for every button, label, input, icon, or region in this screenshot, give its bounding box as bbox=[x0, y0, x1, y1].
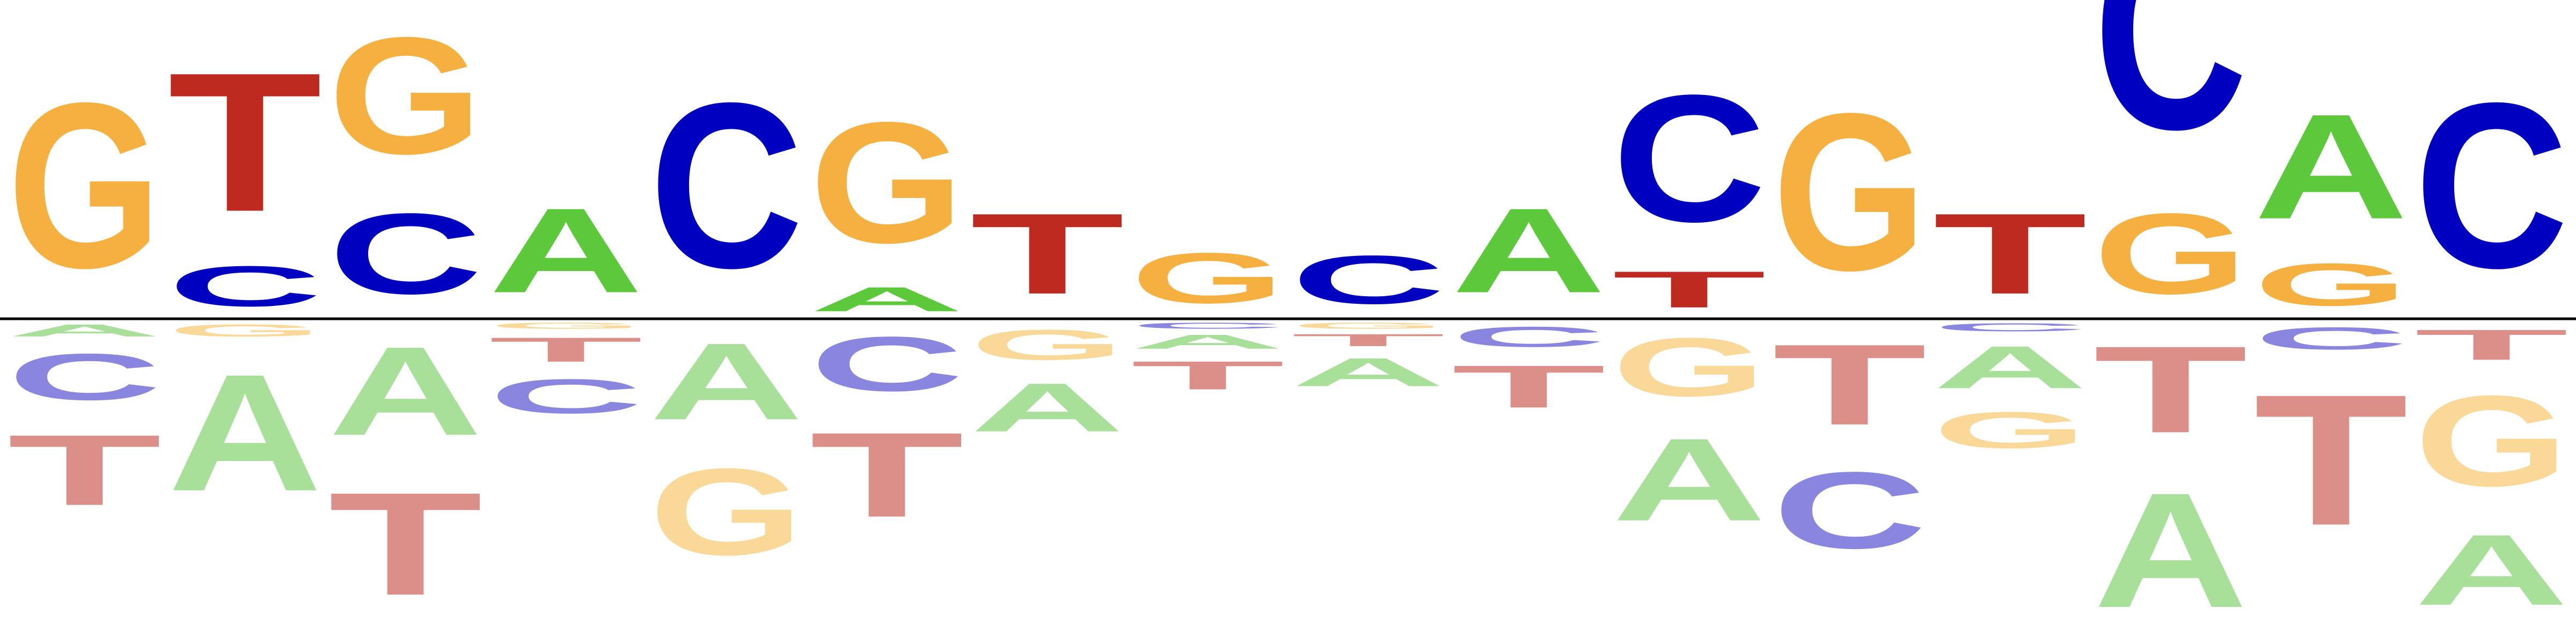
logo-letter-c-pos2-pos-0: C bbox=[168, 254, 322, 319]
logo-letter-a-pos7-neg-1: A bbox=[970, 369, 1124, 446]
logo-letter-t-pos4-neg-1: T bbox=[489, 331, 643, 369]
logo-letter-g-pos12-pos-0: G bbox=[1773, 67, 1927, 318]
logo-letter-c-pos15-neg-0: C bbox=[2254, 321, 2408, 356]
logo-letter-g-pos9-neg-0: G bbox=[1291, 321, 1445, 331]
logo-letter-a-pos6-pos-0: A bbox=[810, 280, 964, 319]
logo-letter-t-pos9-neg-1: T bbox=[1291, 331, 1445, 350]
logo-letter-g-pos8-pos-0: G bbox=[1131, 238, 1285, 318]
logo-letter-a-pos16-neg-2: A bbox=[2414, 514, 2568, 626]
logo-letter-t-pos15-neg-1: T bbox=[2254, 355, 2408, 564]
logo-letter-g-pos1-pos-0: G bbox=[8, 54, 162, 317]
logo-letter-c-pos11-pos-1: C bbox=[1612, 57, 1766, 260]
logo-letter-c-pos14-pos-1: C bbox=[2094, 0, 2248, 188]
logo-letter-g-pos11-neg-0: G bbox=[1612, 320, 1766, 413]
logo-letter-g-pos16-neg-1: G bbox=[2414, 369, 2568, 514]
logo-letter-c-pos16-pos-0: C bbox=[2414, 54, 2568, 317]
logo-letter-a-pos13-neg-1: A bbox=[1933, 334, 2087, 401]
logo-letter-t-pos1-neg-2: T bbox=[8, 414, 162, 526]
logo-letter-a-pos14-neg-1: A bbox=[2094, 459, 2248, 642]
logo-letter-g-pos3-pos-1: G bbox=[328, 3, 482, 189]
logo-letter-a-pos2-neg-1: A bbox=[168, 339, 322, 526]
logo-letter-g-pos7-neg-0: G bbox=[970, 320, 1124, 369]
logo-letter-t-pos12-neg-0: T bbox=[1773, 320, 1927, 449]
logo-letter-c-pos12-neg-1: C bbox=[1773, 449, 1927, 572]
logo-letter-g-pos5-neg-1: G bbox=[649, 443, 803, 581]
logo-letter-a-pos3-neg-0: A bbox=[328, 320, 482, 462]
logo-letter-t-pos13-pos-0: T bbox=[1933, 189, 2087, 318]
logo-letter-a-pos11-neg-1: A bbox=[1612, 414, 1766, 546]
logo-letter-a-pos15-pos-1: A bbox=[2254, 83, 2408, 250]
logo-letter-c-pos9-pos-0: C bbox=[1291, 241, 1445, 318]
logo-letter-t-pos3-neg-1: T bbox=[328, 462, 482, 626]
logo-letter-g-pos4-neg-0: G bbox=[489, 321, 643, 331]
logo-letter-t-pos14-neg-0: T bbox=[2094, 320, 2248, 458]
logo-letter-c-pos1-neg-1: C bbox=[8, 340, 162, 414]
logo-letter-c-pos4-neg-2: C bbox=[489, 369, 643, 424]
logo-letter-t-pos6-neg-1: T bbox=[810, 408, 964, 543]
logo-letter-c-pos13-neg-0: C bbox=[1933, 321, 2087, 334]
logo-letter-a-pos10-pos-0: A bbox=[1452, 184, 1606, 318]
logo-letter-t-pos7-pos-0: T bbox=[970, 189, 1124, 318]
logo-letter-g-pos15-pos-0: G bbox=[2254, 251, 2408, 318]
logo-letter-a-pos9-neg-2: A bbox=[1291, 350, 1445, 395]
logo-glyphs: GACTCTGACGATAGTCCAGAGCTTGAGCATCGTAACTTCG… bbox=[8, 0, 2568, 642]
logo-letter-a-pos1-neg-0: A bbox=[8, 321, 162, 340]
logo-letter-t-pos11-pos-0: T bbox=[1612, 260, 1766, 318]
logo-letter-c-pos6-neg-0: C bbox=[810, 321, 964, 408]
logo-letter-c-pos3-pos-0: C bbox=[328, 189, 482, 318]
logo-letter-t-pos8-neg-2: T bbox=[1131, 353, 1285, 398]
logo-letter-g-pos6-pos-1: G bbox=[810, 86, 964, 279]
logo-letter-c-pos10-neg-0: C bbox=[1452, 321, 1606, 353]
logo-letter-a-pos8-neg-1: A bbox=[1131, 331, 1285, 353]
logo-letter-t-pos2-pos-1: T bbox=[168, 31, 322, 253]
logo-letter-a-pos4-pos-0: A bbox=[489, 184, 643, 318]
logo-letter-c-pos8-neg-0: C bbox=[1131, 321, 1285, 331]
logo-letter-g-pos14-pos-0: G bbox=[2094, 189, 2248, 318]
logo-letter-t-pos16-neg-0: T bbox=[2414, 321, 2568, 369]
logo-letter-g-pos13-neg-2: G bbox=[1933, 401, 2087, 459]
logo-letter-t-pos10-neg-1: T bbox=[1452, 353, 1606, 420]
logo-letter-g-pos2-neg-0: G bbox=[168, 321, 322, 340]
logo-letter-c-pos5-pos-0: C bbox=[649, 54, 803, 317]
logo-letter-a-pos5-neg-0: A bbox=[649, 320, 803, 443]
